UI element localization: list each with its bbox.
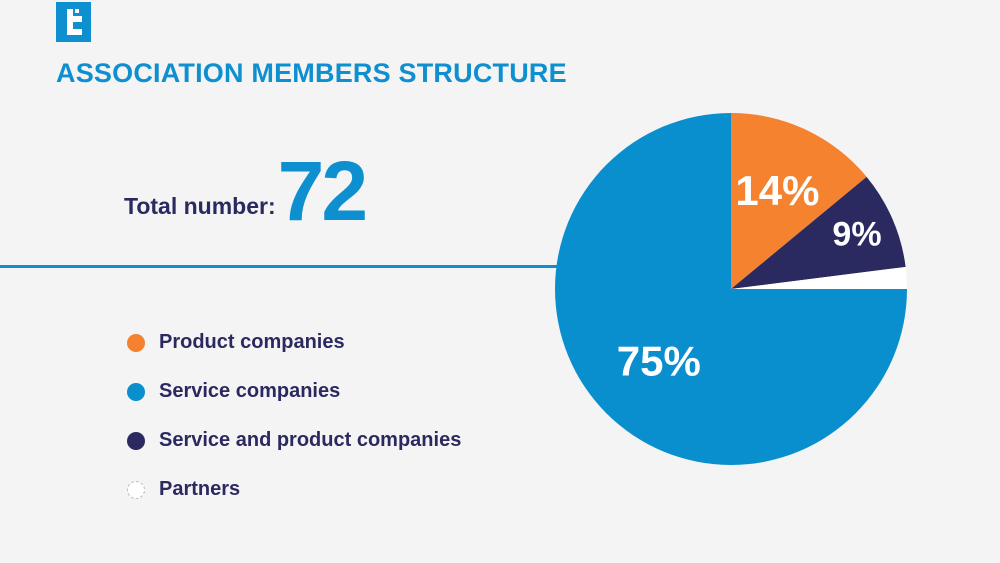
divider-line bbox=[0, 265, 560, 268]
legend-item-partners: Partners bbox=[127, 465, 461, 514]
pie-label-service-companies: 75% bbox=[617, 338, 701, 385]
total-value: 72 bbox=[277, 144, 368, 238]
legend-item-service-and-product-companies: Service and product companies bbox=[127, 416, 461, 465]
legend-item-product-companies: Product companies bbox=[127, 318, 461, 367]
pie-chart: 14% 9% 75% bbox=[555, 113, 907, 465]
t-logo-icon bbox=[56, 2, 91, 42]
legend-swatch-service-and-product-companies bbox=[127, 431, 145, 450]
legend-label: Product companies bbox=[159, 331, 345, 353]
page-title: ASSOCIATION MEMBERS STRUCTURE bbox=[56, 58, 567, 88]
total-label: Total number: bbox=[124, 193, 276, 219]
legend: Product companies Service companies Serv… bbox=[127, 318, 461, 514]
legend-swatch-partners bbox=[127, 480, 145, 499]
legend-swatch-product-companies bbox=[127, 333, 145, 352]
pie-label-product-companies: 14% bbox=[735, 167, 819, 214]
pie-label-service-and-product-companies: 9% bbox=[832, 215, 881, 253]
legend-item-service-companies: Service companies bbox=[127, 367, 461, 416]
pie-slice-product-companies bbox=[731, 113, 867, 289]
total-summary: Total number: 72 bbox=[124, 144, 368, 238]
legend-label: Partners bbox=[159, 478, 241, 500]
pie-slice-partners bbox=[731, 266, 907, 289]
pie-slice-service-and-product-companies bbox=[731, 176, 906, 289]
pie-slice-service-companies bbox=[555, 113, 907, 465]
legend-swatch-service-companies bbox=[127, 382, 145, 401]
legend-label: Service companies bbox=[159, 380, 341, 402]
legend-label: Service and product companies bbox=[159, 429, 462, 451]
